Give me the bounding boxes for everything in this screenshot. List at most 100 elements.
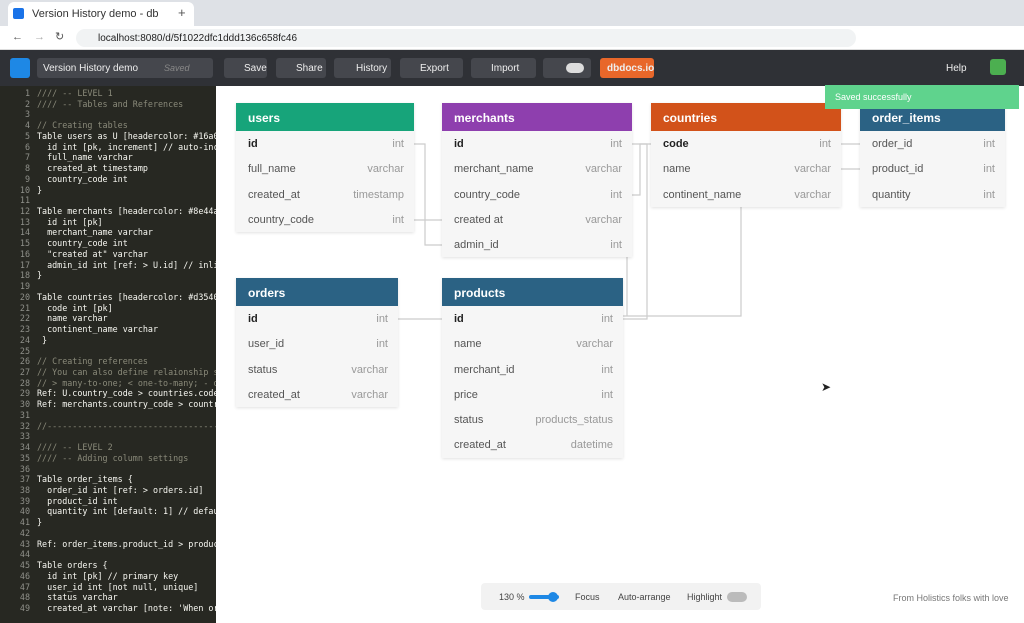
field-name: name — [663, 163, 691, 176]
line-number: 21 — [19, 302, 30, 313]
new-tab[interactable]: + — [178, 5, 186, 20]
browser-tab[interactable]: Version History demo - db — [8, 2, 194, 26]
code-line: Ref: U.country_code > countries.code — [37, 388, 216, 399]
code-line: user_id int [not null, unique] — [37, 581, 199, 592]
field-type: varchar — [794, 188, 831, 201]
field-type: products_status — [535, 414, 613, 427]
zoom-slider[interactable] — [529, 595, 559, 599]
table-header: countries — [651, 103, 841, 131]
url[interactable]: localhost:8080/d/5f1022dfc1ddd136c658fc4… — [76, 29, 856, 47]
line-number: 20 — [19, 291, 30, 302]
nav-back[interactable]: ← — [12, 31, 23, 43]
highlight-label: Highlight — [687, 592, 723, 602]
help-link[interactable]: Help — [946, 63, 967, 74]
save-button[interactable]: Save — [224, 58, 267, 78]
history-button[interactable]: History — [334, 58, 391, 78]
logo[interactable] — [10, 58, 30, 78]
line-number: 26 — [19, 356, 30, 367]
avatar[interactable] — [990, 59, 1006, 75]
code-line: Table order_items { — [37, 474, 133, 485]
field-name: continent_name — [663, 188, 742, 201]
code-line: order_id int [ref: > orders.id] — [37, 485, 204, 495]
field-name: merchant_id — [454, 363, 515, 376]
table-field: id int — [236, 131, 414, 156]
zoom-level: 130 % — [499, 592, 525, 602]
table-card[interactable]: orders id int user_id int status varchar create… — [236, 278, 398, 408]
field-type: varchar — [794, 163, 831, 176]
field-name: country_code — [248, 213, 315, 226]
field-name: id — [248, 313, 258, 325]
table-field: status varchar — [236, 357, 398, 382]
code-line: //// -- Tables and References — [37, 98, 184, 109]
code-line: // You can also define relaionship se — [37, 366, 216, 377]
table-field: name varchar — [442, 331, 623, 356]
table-field: id int — [442, 131, 632, 156]
table-card[interactable]: order_items order_id int product_id int quant… — [860, 103, 1005, 207]
code-line: quantity int [default: 1] // defau — [37, 506, 216, 517]
toggle-switch — [566, 63, 584, 73]
field-name: name — [454, 338, 482, 351]
line-number: 41 — [19, 517, 30, 528]
code-line: continent_name varchar — [37, 324, 159, 335]
line-number: 35 — [19, 452, 30, 463]
field-type: varchar — [576, 338, 613, 351]
line-number: 38 — [19, 485, 30, 495]
line-number: 49 — [19, 603, 30, 614]
field-name: id — [248, 138, 258, 150]
highlight-toggle[interactable] — [727, 592, 747, 602]
field-type: int — [601, 313, 613, 325]
line-number: 7 — [24, 152, 30, 163]
line-number: 32 — [19, 420, 30, 431]
auto-arrange-button[interactable]: Auto-arrange — [618, 592, 671, 602]
field-type: int — [376, 313, 388, 325]
line-number: 5 — [24, 130, 30, 141]
code-line: // > many-to-one; < one-to-many; - on — [37, 377, 216, 388]
field-name: status — [454, 414, 484, 427]
code-line: Table orders { — [37, 560, 108, 571]
field-type: int — [376, 338, 388, 351]
code-line: created_at varchar [note: 'When or — [37, 603, 216, 614]
field-name: id — [454, 138, 464, 150]
code-line: created_at timestamp — [37, 163, 148, 174]
code-editor[interactable]: 1 //// -- LEVEL 1 2 //// -- Tables and Refe… — [0, 86, 216, 623]
export-button[interactable]: Export — [400, 58, 463, 78]
table-field: id int — [236, 306, 398, 331]
line-number: 44 — [19, 549, 30, 560]
table-card[interactable]: products id int name varchar merchant_id int pr… — [442, 278, 623, 458]
line-number: 2 — [24, 98, 30, 109]
table-field: created_at datetime — [442, 432, 623, 457]
field-name: full_name — [248, 163, 296, 176]
code-line: country_code int — [37, 173, 128, 184]
dbdocs-button[interactable]: dbdocs.io — [600, 58, 654, 78]
line-number: 24 — [19, 334, 30, 345]
share-button[interactable]: Share — [276, 58, 326, 78]
line-number: 15 — [19, 238, 30, 249]
theme-toggle[interactable] — [543, 58, 591, 78]
line-number: 29 — [19, 388, 30, 399]
table-field: country_code int — [236, 207, 414, 232]
table-card[interactable]: countries code int name varchar continent_nam… — [651, 103, 841, 207]
field-name: order_id — [872, 138, 913, 150]
nav-forward[interactable]: → — [34, 31, 45, 43]
toast: Saved successfully — [825, 85, 1019, 109]
code-line: id int [pk] // primary key — [37, 570, 179, 581]
bottom-controls: 130 % Focus Auto-arrange Highlight — [481, 583, 761, 610]
focus-button[interactable]: Focus — [575, 592, 600, 602]
field-type: varchar — [351, 388, 388, 401]
reload[interactable]: ↻ — [55, 31, 65, 43]
table-card[interactable]: merchants id int merchant_name varchar countr… — [442, 103, 632, 258]
line-number: 12 — [19, 206, 30, 217]
field-name: created_at — [454, 439, 506, 452]
table-field: created_at timestamp — [236, 182, 414, 207]
line-number: 23 — [19, 324, 30, 335]
zoom-handle[interactable] — [548, 592, 558, 602]
table-card[interactable]: users id int full_name varchar created_at time… — [236, 103, 414, 233]
import-button[interactable]: Import — [471, 58, 536, 78]
code-line: Table users as U [headercolor: #16a0 — [37, 130, 216, 141]
table-field: continent_name varchar — [651, 182, 841, 207]
code-line: id int [pk] — [37, 216, 103, 227]
ref-line — [632, 143, 651, 196]
line-number: 13 — [19, 216, 30, 227]
doc-name-box[interactable]: Version History demo Saved — [37, 58, 213, 78]
